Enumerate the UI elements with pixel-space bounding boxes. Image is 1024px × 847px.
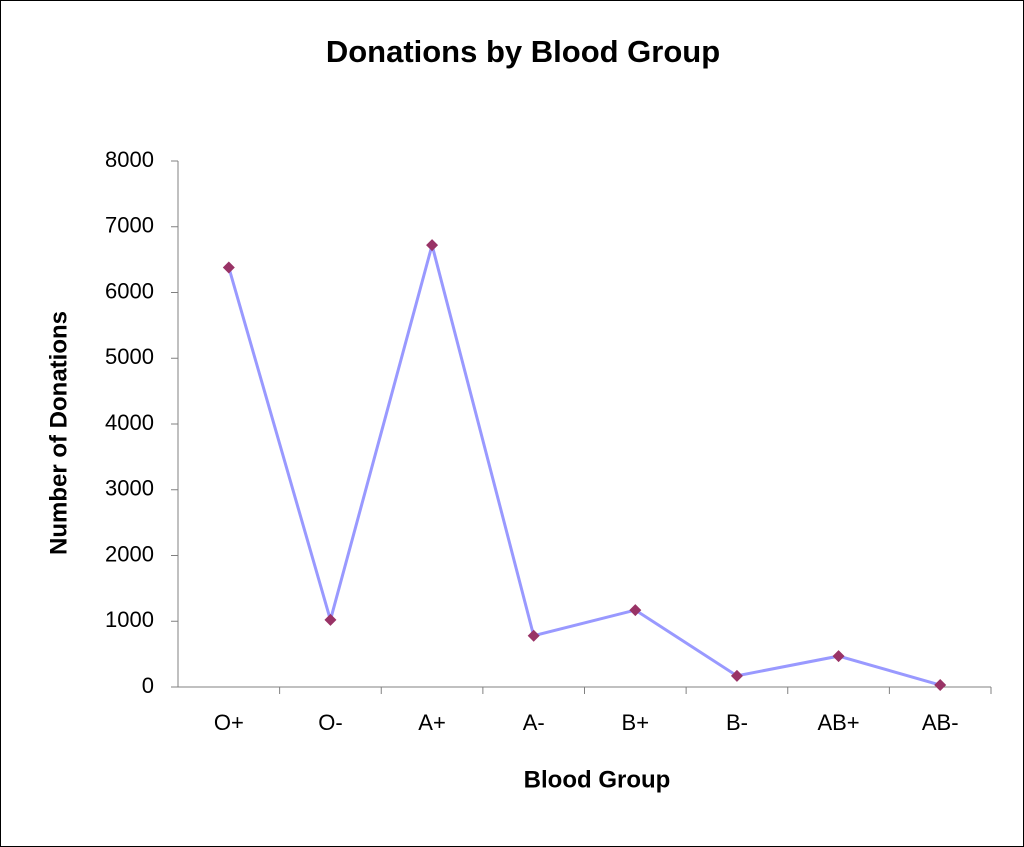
data-point — [730, 669, 743, 682]
x-tick-label: A- — [523, 710, 545, 735]
y-tick-label: 6000 — [105, 278, 154, 303]
data-point — [832, 650, 845, 663]
data-point — [426, 239, 439, 252]
plot-area: 0 1000 2000 3000 4000 5000 6000 7000 8000 O+ O- A+ A… — [105, 147, 992, 735]
y-tick-label: 7000 — [105, 213, 154, 238]
data-point — [527, 629, 540, 642]
x-tick-label: B+ — [622, 710, 650, 735]
x-tick-label: AB+ — [817, 710, 859, 735]
x-tick-label: O- — [318, 710, 342, 735]
data-point — [629, 604, 642, 617]
y-tick-label: 5000 — [105, 344, 154, 369]
y-tick-label: 1000 — [105, 607, 154, 632]
y-axis-title: Number of Donations — [45, 311, 72, 555]
data-point — [222, 261, 235, 274]
y-tick-label: 8000 — [105, 147, 154, 172]
y-tick-label: 3000 — [105, 476, 154, 501]
x-tick-label: O+ — [214, 710, 244, 735]
x-axis-title: Blood Group — [524, 766, 671, 793]
y-tick-label: 2000 — [105, 541, 154, 566]
x-tick-label: B- — [726, 710, 748, 735]
data-point — [324, 613, 337, 626]
y-tick-label: 0 — [142, 673, 154, 698]
chart-title: Donations by Blood Group — [326, 34, 720, 69]
data-point — [934, 679, 947, 692]
series-line — [227, 239, 941, 687]
x-tick-label: AB- — [922, 710, 959, 735]
y-tick-label: 4000 — [105, 410, 154, 435]
x-tick-label: A+ — [418, 710, 446, 735]
